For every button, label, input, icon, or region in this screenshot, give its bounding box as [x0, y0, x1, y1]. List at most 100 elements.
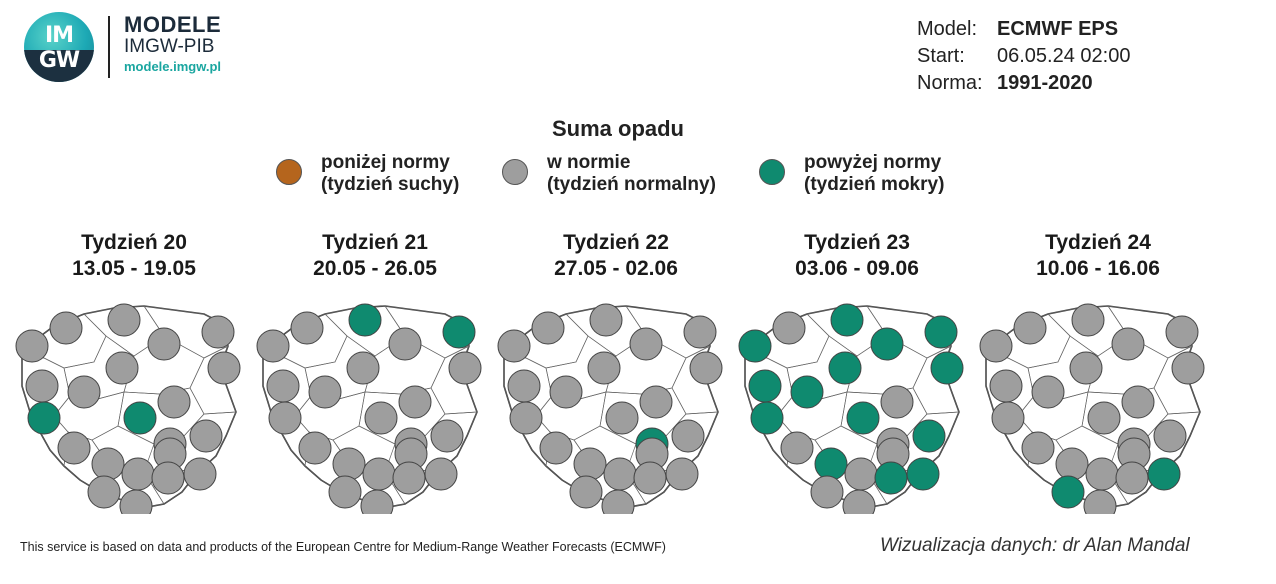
station-marker: [57, 431, 91, 465]
station-marker: [49, 311, 83, 345]
station-marker: [587, 351, 621, 385]
station-marker: [906, 457, 940, 491]
station-marker: [448, 351, 482, 385]
station-marker: [830, 303, 864, 337]
model-value: ECMWF EPS: [997, 18, 1119, 40]
legend-normal-label: w normie: [547, 152, 631, 173]
station-marker: [105, 351, 139, 385]
legend-dry-sublabel: (tydzień suchy): [321, 174, 460, 195]
legend-wet-sublabel: (tydzień mokry): [804, 174, 945, 195]
station-marker: [991, 401, 1025, 435]
station-marker: [989, 369, 1023, 403]
imgw-logo[interactable]: IM GW MODELE IMGW-PIB modele.imgw.pl: [24, 12, 244, 84]
station-marker: [398, 385, 432, 419]
station-marker: [332, 447, 366, 481]
imgw-logo-emblem: IM GW: [24, 12, 94, 82]
poland-map: [979, 303, 1205, 514]
station-marker: [605, 401, 639, 435]
legend-normal-sublabel: (tydzień normalny): [547, 174, 716, 195]
station-marker: [810, 475, 844, 509]
station-marker: [1021, 431, 1055, 465]
station-marker: [151, 461, 185, 495]
week-dates: 20.05 - 26.05: [313, 257, 437, 280]
station-marker: [25, 369, 59, 403]
station-marker: [979, 329, 1013, 363]
station-marker: [1013, 311, 1047, 345]
poland-map: [497, 303, 723, 514]
station-marker: [507, 369, 541, 403]
legend-dot-wet: [759, 159, 785, 185]
station-marker: [1115, 461, 1149, 495]
station-marker: [748, 369, 782, 403]
station-marker: [201, 315, 235, 349]
station-marker: [298, 431, 332, 465]
station-marker: [924, 315, 958, 349]
logo-text-bottom: GW: [38, 48, 80, 73]
station-marker: [633, 461, 667, 495]
station-marker: [497, 329, 531, 363]
week-23-panel: Tydzień 23 03.06 - 09.06: [737, 226, 977, 516]
week-dates: 13.05 - 19.05: [72, 257, 196, 280]
week-title: Tydzień 21: [322, 231, 428, 254]
station-marker: [256, 329, 290, 363]
station-marker: [665, 457, 699, 491]
station-marker: [1165, 315, 1199, 349]
station-marker: [772, 311, 806, 345]
station-marker: [639, 385, 673, 419]
station-marker: [268, 401, 302, 435]
station-marker: [1083, 489, 1117, 514]
week-22-panel: Tydzień 22 27.05 - 02.06: [496, 226, 736, 516]
station-marker: [629, 327, 663, 361]
author-credit: Wizualizacja danych: dr Alan Mandal: [880, 535, 1190, 556]
station-marker: [549, 375, 583, 409]
brand-url-link[interactable]: modele.imgw.pl: [124, 59, 222, 74]
station-marker: [1171, 351, 1205, 385]
station-marker: [689, 351, 723, 385]
station-marker: [1055, 447, 1089, 481]
week-dates: 27.05 - 02.06: [554, 257, 678, 280]
logo-divider: [108, 16, 110, 78]
legend-dot-dry: [276, 159, 302, 185]
station-marker: [1153, 419, 1187, 453]
station-marker: [671, 419, 705, 453]
station-marker: [121, 457, 155, 491]
station-marker: [107, 303, 141, 337]
station-marker: [346, 351, 380, 385]
station-marker: [1051, 475, 1085, 509]
station-marker: [603, 457, 637, 491]
station-marker: [880, 385, 914, 419]
station-marker: [119, 489, 153, 514]
station-marker: [308, 375, 342, 409]
start-value: 06.05.24 02:00: [997, 45, 1131, 67]
station-marker: [930, 351, 964, 385]
model-info: Model: ECMWF EPS Start: 06.05.24 02:00 Nor…: [917, 16, 1130, 97]
station-marker: [750, 401, 784, 435]
station-marker: [1071, 303, 1105, 337]
station-marker: [601, 489, 635, 514]
station-marker: [1087, 401, 1121, 435]
station-marker: [364, 401, 398, 435]
station-marker: [430, 419, 464, 453]
station-marker: [1085, 457, 1119, 491]
station-marker: [738, 329, 772, 363]
station-marker: [147, 327, 181, 361]
norma-label: Norma:: [917, 72, 983, 94]
station-marker: [15, 329, 49, 363]
station-marker: [1121, 385, 1155, 419]
station-marker: [912, 419, 946, 453]
station-marker: [573, 447, 607, 481]
week-24-panel: Tydzień 24 10.06 - 16.06: [978, 226, 1218, 516]
station-marker: [388, 327, 422, 361]
norma-row: Norma: 1991-2020: [917, 70, 1130, 97]
station-marker: [87, 475, 121, 509]
station-marker: [392, 461, 426, 495]
ecmwf-attribution: This service is based on data and produc…: [20, 540, 666, 554]
station-marker: [189, 419, 223, 453]
week-dates: 10.06 - 16.06: [1036, 257, 1160, 280]
station-marker: [328, 475, 362, 509]
station-marker: [290, 311, 324, 345]
station-marker: [846, 401, 880, 435]
station-marker: [123, 401, 157, 435]
legend-dot-normal: [502, 159, 528, 185]
station-marker: [569, 475, 603, 509]
